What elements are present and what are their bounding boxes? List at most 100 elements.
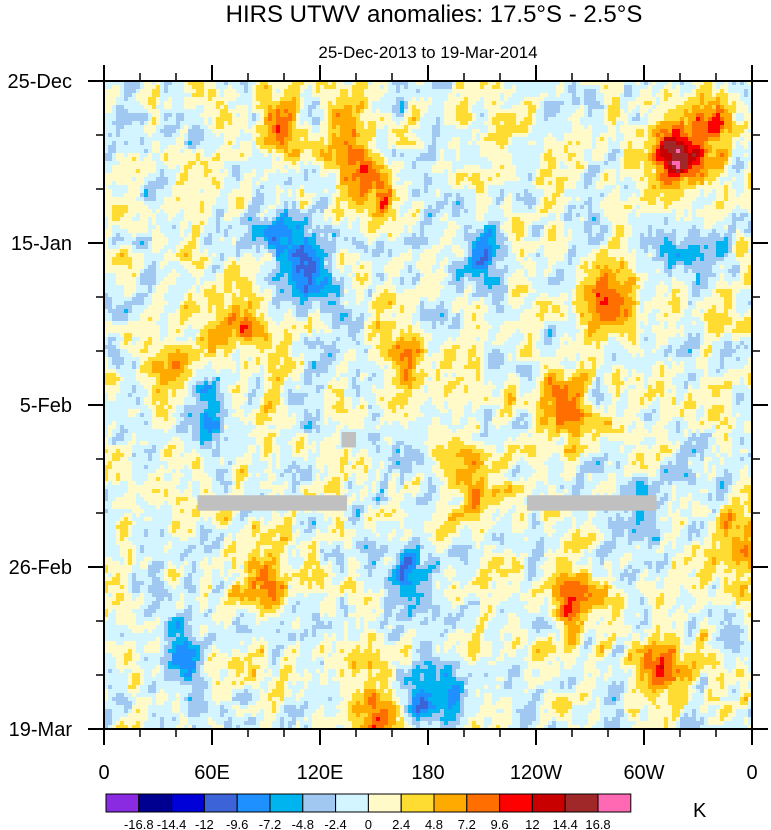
- field-cell: [420, 105, 425, 110]
- field-cell: [316, 93, 321, 98]
- field-cell: [324, 89, 329, 94]
- field-cell: [652, 105, 657, 110]
- field-cell: [476, 93, 481, 98]
- field-cell: [128, 105, 133, 110]
- field-cell: [304, 85, 309, 90]
- field-cell: [328, 109, 333, 114]
- field-cell: [112, 105, 117, 110]
- field-cell: [652, 101, 657, 106]
- field-cell: [284, 85, 289, 90]
- field-cell: [724, 93, 729, 98]
- field-cell: [216, 97, 221, 102]
- field-cell: [136, 109, 141, 114]
- field-cell: [444, 101, 449, 106]
- field-cell: [596, 101, 601, 106]
- field-cell: [360, 97, 365, 102]
- field-cell: [228, 89, 233, 94]
- field-cell: [508, 85, 513, 90]
- field-cell: [136, 101, 141, 106]
- field-cell: [560, 97, 565, 102]
- field-cell: [652, 93, 657, 98]
- field-cell: [356, 113, 361, 118]
- field-cell: [300, 89, 305, 94]
- field-cell: [496, 101, 501, 106]
- field-cell: [600, 85, 605, 90]
- field-cell: [412, 109, 417, 114]
- field-cell: [416, 105, 421, 110]
- field-cell: [296, 97, 301, 102]
- field-cell: [420, 85, 425, 90]
- field-cell: [688, 101, 693, 106]
- field-cell: [724, 109, 729, 114]
- field-cell: [256, 97, 261, 102]
- field-cell: [632, 85, 637, 90]
- field-cell: [736, 85, 741, 90]
- field-cell: [124, 93, 129, 98]
- field-cell: [308, 101, 313, 106]
- field-cell: [700, 89, 705, 94]
- field-cell: [352, 109, 357, 114]
- field-cell: [172, 93, 177, 98]
- field-cell: [476, 89, 481, 94]
- field-cell: [520, 85, 525, 90]
- field-cell: [312, 101, 317, 106]
- field-cell: [320, 105, 325, 110]
- field-cell: [388, 89, 393, 94]
- field-cell: [380, 109, 385, 114]
- field-cell: [580, 101, 585, 106]
- field-cell: [648, 105, 653, 110]
- field-cell: [116, 113, 121, 118]
- field-cell: [604, 93, 609, 98]
- field-cell: [408, 105, 413, 110]
- field-cell: [492, 89, 497, 94]
- field-cell: [264, 113, 269, 118]
- field-cell: [720, 89, 725, 94]
- field-cell: [120, 101, 125, 106]
- field-cell: [316, 101, 321, 106]
- field-cell: [548, 101, 553, 106]
- field-cell: [132, 85, 137, 90]
- field-cell: [264, 93, 269, 98]
- field-cell: [272, 85, 277, 90]
- field-cell: [116, 105, 121, 110]
- field-cell: [728, 101, 733, 106]
- field-cell: [736, 101, 741, 106]
- field-cell: [540, 109, 545, 114]
- field-cell: [428, 89, 433, 94]
- field-cell: [248, 89, 253, 94]
- field-cell: [400, 89, 405, 94]
- field-cell: [628, 97, 633, 102]
- field-cell: [232, 85, 237, 90]
- field-cell: [372, 85, 377, 90]
- field-cell: [532, 89, 537, 94]
- field-cell: [444, 89, 449, 94]
- field-cell: [708, 109, 713, 114]
- field-cell: [564, 101, 569, 106]
- field-cell: [332, 93, 337, 98]
- field-cell: [292, 101, 297, 106]
- field-cell: [704, 101, 709, 106]
- field-cell: [508, 93, 513, 98]
- field-cell: [456, 85, 461, 90]
- field-cell: [516, 93, 521, 98]
- field-cell: [140, 85, 145, 90]
- field-cell: [728, 85, 733, 90]
- field-cell: [592, 85, 597, 90]
- field-cell: [392, 113, 397, 118]
- field-cell: [304, 89, 309, 94]
- field-cell: [532, 97, 537, 102]
- field-cell: [284, 113, 289, 118]
- field-cell: [364, 97, 369, 102]
- field-cell: [508, 109, 513, 114]
- field-cell: [344, 113, 349, 118]
- field-cell: [572, 105, 577, 110]
- field-cell: [108, 101, 113, 106]
- field-cell: [228, 113, 233, 118]
- field-cell: [704, 85, 709, 90]
- field-cell: [552, 109, 557, 114]
- field-cell: [184, 113, 189, 118]
- field-cell: [672, 105, 677, 110]
- field-cell: [224, 89, 229, 94]
- field-cell: [296, 89, 301, 94]
- field-cell: [716, 93, 721, 98]
